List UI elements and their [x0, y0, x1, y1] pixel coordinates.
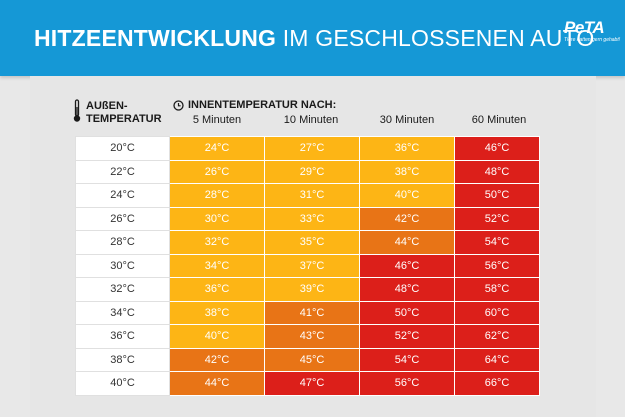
inside-temp-cell: 64°C [454, 347, 540, 372]
table-row: 22°C 26°C 29°C 38°C 48°C [75, 159, 540, 184]
page-title: HITZEENTWICKLUNG IM GESCHLOSSENEN AUTO [34, 24, 595, 52]
inside-temp-cell: 36°C [169, 277, 265, 302]
outside-temp-cell: 38°C [75, 347, 170, 372]
inside-temp-cell: 27°C [264, 136, 360, 161]
outside-label-line1: AUßEN- [86, 100, 128, 112]
inside-temp-cell: 42°C [169, 347, 265, 372]
table-row: 38°C 42°C 45°C 54°C 64°C [75, 347, 540, 372]
inside-temp-cell: 30°C [169, 206, 265, 231]
inside-temp-cell: 54°C [359, 347, 455, 372]
logo-wordmark: PeTA [564, 18, 605, 37]
table-row: 32°C 36°C 39°C 48°C 58°C [75, 277, 540, 302]
inside-temp-cell: 45°C [264, 347, 360, 372]
table-row: 20°C 24°C 27°C 36°C 46°C [75, 136, 540, 161]
time-30min: 30 Minuten [379, 114, 435, 126]
outside-temp-cell: 30°C [75, 253, 170, 278]
outside-temp-cell: 22°C [75, 159, 170, 184]
inside-temp-cell: 62°C [454, 324, 540, 349]
time-60min: 60 Minuten [471, 114, 527, 126]
inside-temp-cell: 66°C [454, 371, 540, 396]
inside-temp-cell: 38°C [169, 300, 265, 325]
inside-temp-cell: 44°C [169, 371, 265, 396]
logo-tagline: Tiere hatten gern gehabt! [564, 37, 621, 43]
thermometer-icon [73, 99, 81, 122]
inside-temp-cell: 34°C [169, 253, 265, 278]
inside-temp-cell: 44°C [359, 230, 455, 255]
inside-temp-cell: 28°C [169, 183, 265, 208]
inside-temp-cell: 35°C [264, 230, 360, 255]
outside-temp-cell: 40°C [75, 371, 170, 396]
inside-temp-cell: 46°C [359, 253, 455, 278]
inside-temp-cell: 38°C [359, 159, 455, 184]
clock-icon [173, 100, 184, 111]
outside-temp-header: AUßEN- TEMPERATUR [86, 100, 162, 126]
title-rest: IM GESCHLOSSENEN AUTO [276, 25, 595, 51]
inside-temp-cell: 52°C [359, 324, 455, 349]
inside-temp-cell: 48°C [359, 277, 455, 302]
inside-temp-cell: 56°C [359, 371, 455, 396]
inside-temp-cell: 37°C [264, 253, 360, 278]
outside-temp-cell: 20°C [75, 136, 170, 161]
table-row: 30°C 34°C 37°C 46°C 56°C [75, 253, 540, 278]
outside-label-line2: TEMPERATUR [86, 113, 162, 125]
inside-temp-cell: 40°C [359, 183, 455, 208]
inside-temp-cell: 60°C [454, 300, 540, 325]
title-bold: HITZEENTWICKLUNG [34, 25, 277, 51]
table-row: 26°C 30°C 33°C 42°C 52°C [75, 206, 540, 231]
temperature-table: 20°C 24°C 27°C 36°C 46°C 22°C 26°C 29°C 38°C 48°C… [75, 136, 540, 396]
table-row: 34°C 38°C 41°C 50°C 60°C [75, 300, 540, 325]
inside-temp-cell: 43°C [264, 324, 360, 349]
time-5min: 5 Minuten [192, 114, 242, 126]
inside-temp-cell: 26°C [169, 159, 265, 184]
inside-temp-cell: 40°C [169, 324, 265, 349]
time-10min: 10 Minuten [283, 114, 339, 126]
inside-temp-cell: 52°C [454, 206, 540, 231]
outside-temp-cell: 34°C [75, 300, 170, 325]
table-row: 24°C 28°C 31°C 40°C 50°C [75, 183, 540, 208]
outside-temp-cell: 24°C [75, 183, 170, 208]
inside-temp-cell: 32°C [169, 230, 265, 255]
inside-temp-cell: 33°C [264, 206, 360, 231]
inside-temp-cell: 24°C [169, 136, 265, 161]
peta-logo: PeTA Tiere hatten gern gehabt! [564, 18, 621, 51]
table-row: 36°C 40°C 43°C 52°C 62°C [75, 324, 540, 349]
inside-temp-cell: 50°C [359, 300, 455, 325]
outside-temp-cell: 28°C [75, 230, 170, 255]
inside-temp-cell: 56°C [454, 253, 540, 278]
inside-temp-cell: 31°C [264, 183, 360, 208]
inside-temp-cell: 50°C [454, 183, 540, 208]
inside-temp-cell: 42°C [359, 206, 455, 231]
inside-temp-header: INNENTEMPERATUR NACH: [188, 99, 337, 111]
outside-temp-cell: 26°C [75, 206, 170, 231]
table-row: 40°C 44°C 47°C 56°C 66°C [75, 371, 540, 396]
inside-temp-cell: 41°C [264, 300, 360, 325]
inside-temp-cell: 47°C [264, 371, 360, 396]
inside-temp-cell: 46°C [454, 136, 540, 161]
header-banner: HITZEENTWICKLUNG IM GESCHLOSSENEN AUTO P… [0, 0, 625, 76]
inside-temp-cell: 48°C [454, 159, 540, 184]
table-row: 28°C 32°C 35°C 44°C 54°C [75, 230, 540, 255]
inside-temp-cell: 36°C [359, 136, 455, 161]
outside-temp-cell: 36°C [75, 324, 170, 349]
inside-temp-cell: 39°C [264, 277, 360, 302]
inside-temp-cell: 29°C [264, 159, 360, 184]
inside-temp-cell: 58°C [454, 277, 540, 302]
outside-temp-cell: 32°C [75, 277, 170, 302]
inside-temp-cell: 54°C [454, 230, 540, 255]
